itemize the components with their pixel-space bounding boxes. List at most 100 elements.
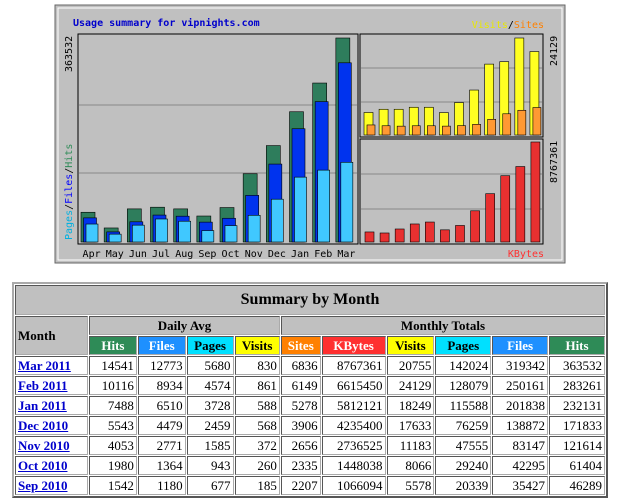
month-label: Nov [245,249,263,260]
month-cell: Dec 2010 [15,416,89,435]
value-cell: 4479 [137,416,186,435]
month-link[interactable]: Feb 2011 [18,377,68,393]
month-link[interactable]: Nov 2010 [18,437,70,453]
bar [394,228,405,243]
value-cell: 8934 [137,376,186,395]
month-label: Jun [129,249,147,260]
value-cell: 588 [234,396,280,415]
value-cell: 677 [186,476,234,495]
right-bottom-max-label: 8767361 [549,141,560,183]
value-cell: 943 [186,456,234,475]
value-cell: 5278 [280,396,321,415]
value-cell: 76259 [435,416,492,435]
month-link[interactable]: Sep 2010 [18,477,68,493]
value-cell: 2207 [280,476,321,495]
table-row: Jan 2011 7488 6510 3728 588 5278 5812121 18249 1… [15,396,605,415]
bar [530,141,541,243]
legend-visits: Visits [472,20,508,31]
value-cell: 20755 [386,356,435,375]
month-label: Apr [83,249,101,260]
value-cell: 5578 [386,476,435,495]
bar [364,231,375,243]
month-link[interactable]: Jan 2011 [18,397,67,413]
value-cell: 12773 [137,356,186,375]
month-label: Feb [314,249,332,260]
bar [396,125,406,136]
value-cell: 319342 [492,356,549,375]
month-link[interactable]: Oct 2010 [18,457,68,473]
group-header-row: Month Daily Avg Monthly Totals [15,316,605,355]
table-title: Summary by Month [15,285,605,315]
bar [442,125,451,136]
bar [517,109,527,136]
legend-hits: Hits [64,144,75,168]
right-top-legend: Visits/Sites [472,20,544,31]
value-cell: 3906 [280,416,321,435]
table-row: Dec 2010 5543 4479 2459 568 3906 4235400 17633 7… [15,416,605,435]
month-label: Sep [198,249,216,260]
month-cell: Sep 2010 [15,476,89,495]
table-row: Nov 2010 4053 2771 1585 372 2656 2736525 11183 4… [15,436,605,455]
legend-sites: Sites [514,20,544,31]
value-cell: 1542 [89,476,137,495]
bar [155,218,168,243]
value-cell: 5543 [89,416,137,435]
value-cell: 1364 [137,456,186,475]
value-cell: 10116 [89,376,137,395]
bar [500,175,511,243]
right-top-plot [359,33,544,138]
value-cell: 14541 [89,356,137,375]
month-link[interactable]: Dec 2010 [18,417,69,433]
bar [201,230,215,243]
right-top-max-label: 24129 [549,36,560,66]
bar [108,233,122,243]
bar [340,162,354,243]
bar [487,118,496,136]
value-cell: 363532 [549,356,605,375]
graph-title: Usage summary for vipnights.com [73,17,260,29]
value-cell: 4574 [186,376,234,395]
value-cell: 6615450 [321,376,386,395]
value-cell: 18249 [386,396,435,415]
value-cell: 6510 [137,396,186,415]
value-cell: 138872 [492,416,549,435]
month-label: May [106,249,124,260]
value-cell: 250161 [492,376,549,395]
value-cell: 1066094 [321,476,386,495]
month-label: Dec [268,249,286,260]
month-cell: Nov 2010 [15,436,89,455]
bar [247,215,261,243]
column-header: Files [492,336,549,355]
month-label: Jan [291,249,309,260]
legend-separator: / [64,168,75,174]
table-row: Feb 2011 10116 8934 4574 861 6149 6615450 24129… [15,376,605,395]
table-row: Sep 2010 1542 1180 677 185 2207 1066094 5578 203… [15,476,605,495]
bar [515,166,526,243]
value-cell: 128079 [435,376,492,395]
value-cell: 260 [234,456,280,475]
value-cell: 1980 [89,456,137,475]
month-link[interactable]: Mar 2011 [18,357,71,373]
column-header: Pages [435,336,492,355]
legend-files: Files [64,174,75,204]
value-cell: 4235400 [321,416,386,435]
column-header-row: Hits Files Pages Visits Sites KBytes Visits Pag… [15,336,605,355]
legend-separator: / [508,20,514,31]
group-header: Daily Avg [89,316,280,335]
value-cell: 142024 [435,356,492,375]
bar [317,169,330,243]
value-cell: 232131 [549,396,605,415]
column-header: Hits [549,336,605,355]
column-header: Sites [280,336,321,355]
table-row: Oct 2010 1980 1364 943 260 2335 1448038 8066 292… [15,456,605,475]
column-header: Pages [186,336,234,355]
column-header: Visits [234,336,280,355]
value-cell: 6836 [280,356,321,375]
month-header: Month [15,316,89,355]
summary-table: Summary by Month Month Daily Avg Monthly… [12,282,608,498]
bar [178,220,191,243]
value-cell: 372 [234,436,280,455]
value-cell: 568 [234,416,280,435]
value-cell: 115588 [435,396,492,415]
